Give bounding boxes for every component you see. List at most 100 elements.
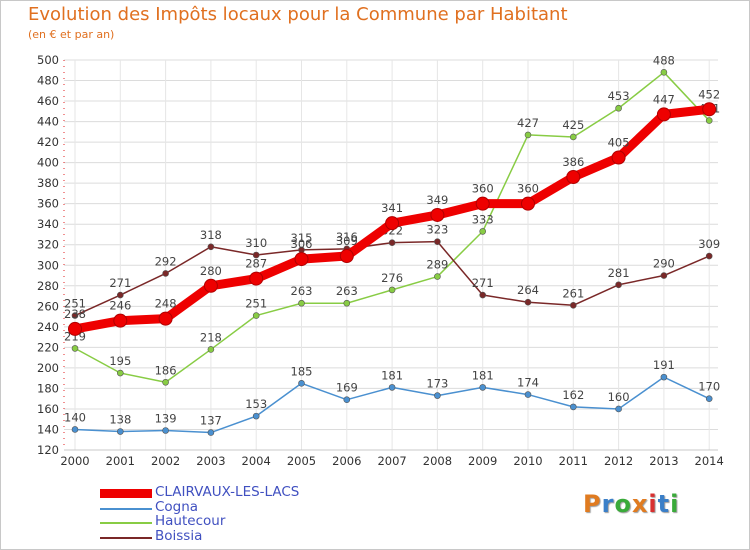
- data-label-clairvaux-les-lacs: 447: [653, 92, 675, 106]
- y-tick-label: 340: [37, 217, 59, 231]
- data-label-cogna: 173: [426, 377, 448, 391]
- data-point-hautecour: [162, 378, 169, 386]
- data-label-hautecour: 195: [109, 354, 131, 368]
- legend-label: CLAIRVAUX-LES-LACS: [155, 484, 300, 500]
- y-tick-label: 240: [37, 320, 59, 334]
- data-label-boissia: 271: [472, 276, 494, 290]
- data-point-cogna: [343, 396, 351, 404]
- logo-letter: x: [631, 490, 649, 518]
- data-label-hautecour: 427: [517, 116, 539, 130]
- data-point-hautecour: [479, 228, 487, 235]
- logo-letter: t: [657, 490, 671, 518]
- data-label-boissia: 281: [608, 266, 630, 280]
- legend-swatch: [100, 522, 152, 525]
- y-tick-label: 380: [37, 176, 59, 190]
- data-point-hautecour: [298, 299, 305, 307]
- data-point-hautecour: [388, 286, 396, 294]
- data-point-cogna: [207, 429, 215, 436]
- data-label-cogna: 153: [245, 397, 267, 411]
- legend-swatch: [100, 507, 152, 510]
- logo-letter: r: [601, 490, 615, 518]
- y-tick-label: 300: [37, 258, 59, 272]
- data-label-boissia: 251: [64, 297, 86, 311]
- data-label-cogna: 181: [381, 368, 403, 382]
- data-point-boissia: [524, 298, 532, 306]
- data-label-clairvaux-les-lacs: 349: [426, 193, 448, 207]
- data-point-cogna: [660, 373, 668, 381]
- data-label-boissia: 316: [336, 230, 358, 244]
- x-tick-label: 2004: [242, 454, 271, 468]
- x-tick-label: 2009: [468, 454, 497, 468]
- data-point-cogna: [434, 392, 441, 399]
- data-point-boissia: [162, 270, 169, 277]
- data-label-hautecour: 186: [155, 363, 177, 377]
- data-point-clairvaux-les-lacs: [249, 271, 264, 286]
- data-label-clairvaux-les-lacs: 360: [517, 182, 539, 196]
- data-label-hautecour: 251: [245, 297, 267, 311]
- legend-swatch: [100, 489, 152, 498]
- data-point-boissia: [71, 312, 79, 319]
- y-tick-label: 180: [37, 381, 59, 395]
- x-tick-label: 2011: [559, 454, 588, 468]
- data-point-hautecour: [434, 273, 441, 280]
- y-tick-label: 140: [37, 422, 59, 436]
- logo-letter: o: [614, 490, 632, 518]
- data-label-boissia: 309: [698, 237, 720, 251]
- data-label-boissia: 271: [109, 276, 131, 290]
- data-point-cogna: [71, 426, 79, 433]
- data-point-hautecour: [524, 131, 532, 139]
- y-tick-label: 220: [37, 340, 59, 354]
- data-point-boissia: [388, 239, 396, 246]
- data-point-boissia: [479, 291, 487, 299]
- x-tick-label: 2013: [649, 454, 678, 468]
- legend-swatch: [100, 537, 152, 540]
- data-point-hautecour: [705, 117, 713, 124]
- data-label-cogna: 185: [291, 364, 313, 378]
- data-label-cogna: 137: [200, 414, 222, 428]
- y-tick-label: 200: [37, 361, 59, 375]
- x-tick-label: 2003: [196, 454, 225, 468]
- data-point-boissia: [434, 238, 441, 245]
- legend-label: Cogna: [155, 498, 199, 515]
- data-point-boissia: [207, 243, 215, 251]
- data-label-hautecour: 263: [291, 284, 313, 298]
- data-label-cogna: 181: [472, 368, 494, 382]
- y-tick-label: 460: [37, 94, 59, 108]
- data-point-clairvaux-les-lacs: [521, 196, 535, 211]
- data-label-hautecour: 276: [381, 271, 403, 285]
- data-point-boissia: [569, 301, 577, 309]
- data-point-hautecour: [343, 299, 351, 307]
- data-point-cogna: [252, 412, 260, 420]
- data-point-hautecour: [615, 104, 622, 112]
- data-point-hautecour: [207, 346, 215, 353]
- x-tick-label: 2005: [287, 454, 316, 468]
- data-label-hautecour: 263: [336, 284, 358, 298]
- x-tick-label: 2006: [332, 454, 361, 468]
- y-tick-label: 160: [37, 402, 59, 416]
- y-tick-label: 500: [37, 53, 59, 67]
- data-point-clairvaux-les-lacs: [113, 313, 128, 328]
- data-point-cogna: [479, 384, 487, 391]
- data-label-clairvaux-les-lacs: 238: [64, 307, 86, 321]
- data-label-boissia: 261: [562, 286, 584, 300]
- x-tick-label: 2010: [513, 454, 542, 468]
- data-label-cogna: 169: [336, 381, 358, 395]
- data-point-clairvaux-les-lacs: [475, 196, 490, 211]
- data-label-cogna: 191: [653, 358, 675, 372]
- logo-letter: P: [583, 490, 602, 518]
- y-tick-label: 320: [37, 238, 59, 252]
- data-label-boissia: 310: [245, 236, 267, 250]
- x-tick-label: 2012: [604, 454, 633, 468]
- data-label-hautecour: 453: [608, 89, 630, 103]
- data-label-clairvaux-les-lacs: 246: [109, 299, 131, 313]
- data-label-boissia: 292: [155, 254, 177, 268]
- y-tick-label: 120: [37, 443, 59, 457]
- legend-label: Boissia: [155, 528, 203, 545]
- y-tick-label: 420: [37, 135, 59, 149]
- data-point-clairvaux-les-lacs: [339, 249, 354, 264]
- x-tick-label: 2001: [106, 454, 135, 468]
- proxiti-logo: Proxiti: [583, 490, 679, 518]
- y-tick-label: 280: [37, 279, 59, 293]
- data-label-cogna: 138: [109, 413, 131, 427]
